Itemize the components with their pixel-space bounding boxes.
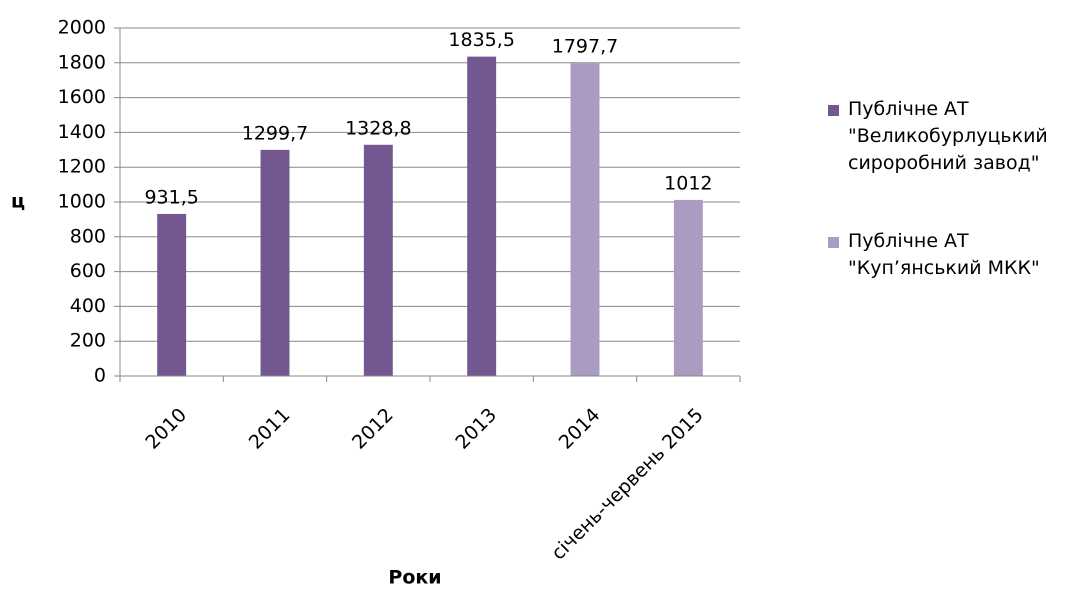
bar bbox=[260, 149, 290, 376]
bar bbox=[467, 56, 497, 377]
y-axis-label: ц bbox=[11, 191, 25, 213]
y-tick-label: 1200 bbox=[58, 156, 106, 178]
y-tick-label: 1600 bbox=[58, 86, 106, 108]
legend-label: Публічне АТ "Куп’янський МКК" bbox=[848, 230, 1040, 279]
value-label: 1012 bbox=[664, 172, 712, 194]
y-tick-label: 1000 bbox=[58, 191, 106, 213]
legend-label: Публічне АТ "Великобурлуцький сироробний… bbox=[848, 98, 1048, 174]
y-tick-label: 2000 bbox=[58, 17, 106, 39]
legend-item: Публічне АТ "Великобурлуцький сироробний… bbox=[828, 96, 1080, 177]
value-label: 1328,8 bbox=[345, 117, 411, 139]
bar bbox=[363, 144, 393, 376]
x-tick-label: 2012 bbox=[348, 404, 398, 454]
y-tick-label: 200 bbox=[70, 330, 106, 352]
y-tick-label: 800 bbox=[70, 225, 106, 247]
x-tick-label: 2010 bbox=[141, 404, 191, 454]
legend-item: Публічне АТ "Куп’янський МКК" bbox=[828, 228, 1080, 282]
value-label: 931,5 bbox=[144, 186, 198, 208]
y-tick-label: 600 bbox=[70, 260, 106, 282]
x-axis-label: Роки bbox=[388, 567, 441, 589]
value-label: 1797,7 bbox=[552, 36, 618, 58]
legend-swatch bbox=[828, 237, 839, 248]
y-tick-label: 1800 bbox=[58, 51, 106, 73]
x-tick-label: 2014 bbox=[555, 404, 605, 454]
legend-swatch bbox=[828, 105, 839, 116]
y-tick-label: 1400 bbox=[58, 121, 106, 143]
value-label: 1835,5 bbox=[448, 29, 514, 51]
x-tick-label: 2011 bbox=[245, 404, 295, 454]
bar bbox=[673, 199, 703, 376]
y-tick-label: 400 bbox=[70, 295, 106, 317]
x-tick-label: 2013 bbox=[451, 404, 501, 454]
bar bbox=[157, 213, 187, 376]
y-tick-label: 0 bbox=[94, 365, 106, 387]
bar bbox=[570, 63, 600, 377]
value-label: 1299,7 bbox=[242, 122, 308, 144]
